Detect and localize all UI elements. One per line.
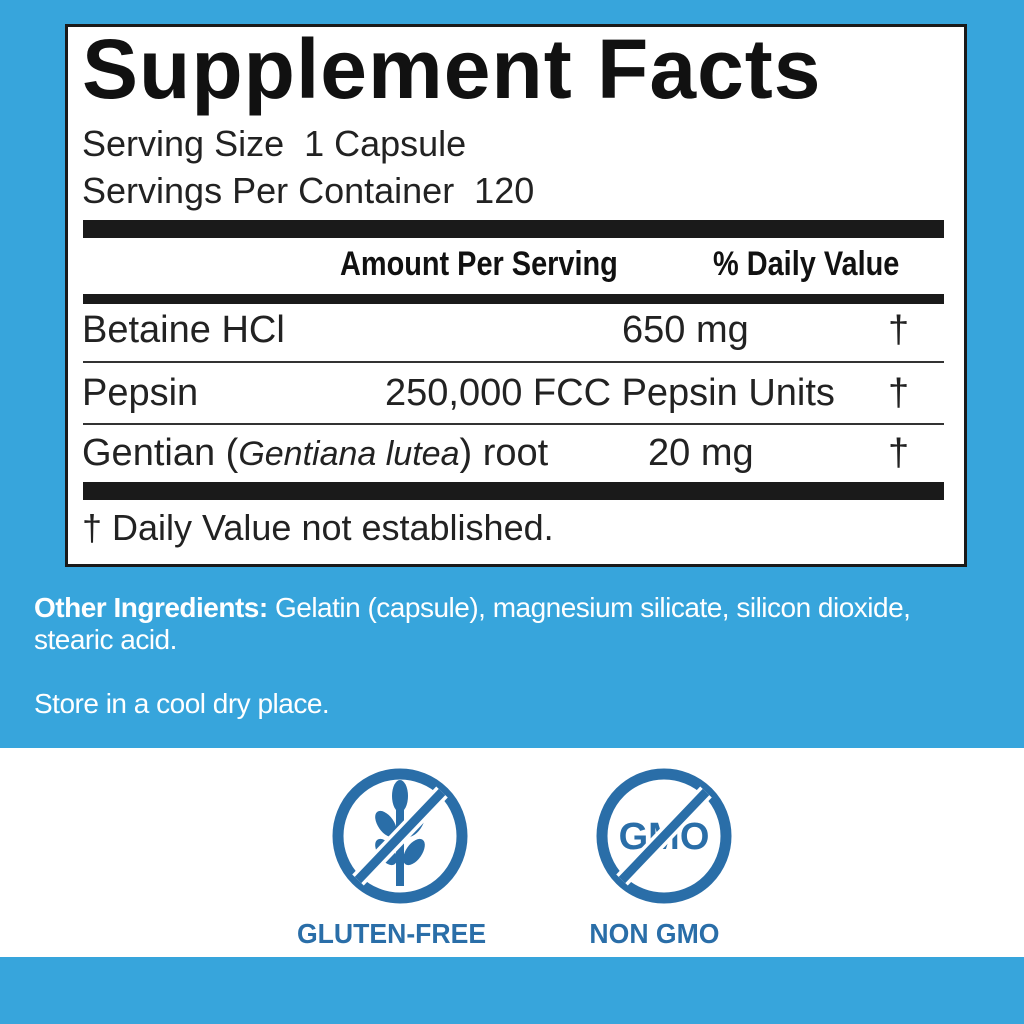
header-daily-value: % Daily Value [713,245,900,283]
nutrient-dv: † [888,432,910,474]
row-divider [83,423,944,425]
serving-size: Serving Size 1 Capsule [82,123,467,164]
nutrient-amount: 650 mg [622,309,749,351]
thick-divider [83,220,944,238]
row-divider [83,361,944,363]
latin-name: Gentiana lutea [238,435,460,473]
supplement-facts-panel: Supplement Facts Serving Size 1 Capsule … [65,22,967,567]
non-gmo-label: NON GMO [589,918,720,949]
name-post: ) root [459,432,549,474]
other-ingredients-text: Gelatin (capsule), magnesium silicate, s… [34,592,911,655]
thick-divider [83,482,944,500]
storage-note: Store in a cool dry place. [34,688,330,719]
nutrient-dv: † [888,309,910,351]
gluten-free-label: GLUTEN-FREE [296,918,487,949]
nutrient-name: Betaine HCl [82,309,285,351]
nutrient-name: Pepsin [82,372,199,414]
nutrient-dv: † [888,372,910,414]
badges-section: GLUTEN-FREE GMO NON GMO [0,748,1024,957]
medium-divider [83,294,944,304]
footnote: † Daily Value not established. [82,507,554,548]
other-ingredients: Other Ingredients: Gelatin (capsule), ma… [34,592,954,656]
non-gmo-icon: GMO [596,768,732,904]
nutrient-name: Gentian (Gentiana lutea) root [82,432,548,475]
nutrient-amount: 20 mg [648,432,754,474]
nutrient-amount: 250,000 FCC Pepsin Units [385,372,835,414]
header-amount: Amount Per Serving [340,245,618,283]
name-pre: Gentian ( [82,432,239,474]
other-ingredients-label: Other Ingredients: [34,592,268,623]
gluten-free-icon [332,768,468,904]
servings-per-container: Servings Per Container 120 [82,170,535,211]
facts-title: Supplement Facts [82,22,822,116]
